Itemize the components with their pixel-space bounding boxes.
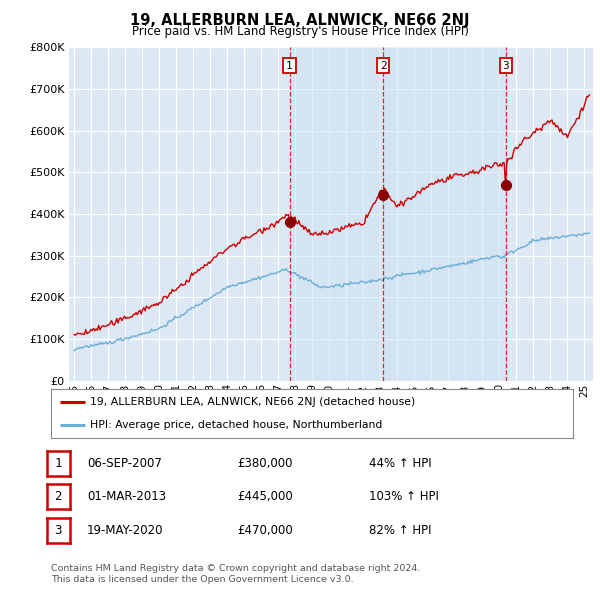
Text: Contains HM Land Registry data © Crown copyright and database right 2024.: Contains HM Land Registry data © Crown c… [51, 565, 421, 573]
Text: 82% ↑ HPI: 82% ↑ HPI [369, 524, 431, 537]
Text: 103% ↑ HPI: 103% ↑ HPI [369, 490, 439, 503]
Text: 3: 3 [502, 61, 509, 71]
Text: 2: 2 [55, 490, 62, 503]
Text: £380,000: £380,000 [237, 457, 293, 470]
Text: 44% ↑ HPI: 44% ↑ HPI [369, 457, 431, 470]
Text: 01-MAR-2013: 01-MAR-2013 [87, 490, 166, 503]
Text: This data is licensed under the Open Government Licence v3.0.: This data is licensed under the Open Gov… [51, 575, 353, 584]
Text: 1: 1 [286, 61, 293, 71]
Text: £445,000: £445,000 [237, 490, 293, 503]
Text: 19-MAY-2020: 19-MAY-2020 [87, 524, 163, 537]
Text: 1: 1 [55, 457, 62, 470]
Text: 2: 2 [380, 61, 386, 71]
Text: 19, ALLERBURN LEA, ALNWICK, NE66 2NJ: 19, ALLERBURN LEA, ALNWICK, NE66 2NJ [130, 13, 470, 28]
Text: 3: 3 [55, 524, 62, 537]
Text: Price paid vs. HM Land Registry's House Price Index (HPI): Price paid vs. HM Land Registry's House … [131, 25, 469, 38]
Text: HPI: Average price, detached house, Northumberland: HPI: Average price, detached house, Nort… [90, 419, 383, 430]
Bar [383, 47, 506, 381]
Text: 19, ALLERBURN LEA, ALNWICK, NE66 2NJ (detached house): 19, ALLERBURN LEA, ALNWICK, NE66 2NJ (de… [90, 398, 415, 408]
Text: £470,000: £470,000 [237, 524, 293, 537]
Text: 06-SEP-2007: 06-SEP-2007 [87, 457, 162, 470]
Bar [290, 47, 383, 381]
